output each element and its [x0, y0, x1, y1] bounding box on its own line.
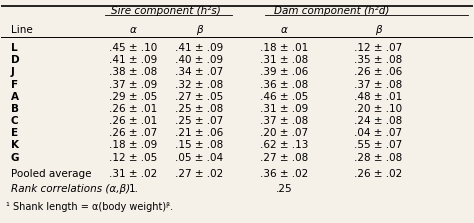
Text: .25 ± .07: .25 ± .07 — [175, 116, 223, 126]
Text: G: G — [11, 153, 19, 163]
Text: .25 ± .08: .25 ± .08 — [175, 104, 223, 114]
Text: .31 ± .08: .31 ± .08 — [260, 55, 308, 65]
Text: .48 ± .01: .48 ± .01 — [354, 92, 402, 102]
Text: .40 ± .09: .40 ± .09 — [175, 55, 223, 65]
Text: ¹ Shank length = α(body weight)ᵝ.: ¹ Shank length = α(body weight)ᵝ. — [6, 202, 173, 212]
Text: .20 ± .10: .20 ± .10 — [354, 104, 402, 114]
Text: .04 ± .07: .04 ± .07 — [354, 128, 402, 138]
Text: .41 ± .09: .41 ± .09 — [109, 55, 157, 65]
Text: J: J — [11, 68, 15, 77]
Text: C: C — [11, 116, 18, 126]
Text: .62 ± .13: .62 ± .13 — [260, 140, 308, 151]
Text: Sire component (h²s): Sire component (h²s) — [111, 6, 221, 16]
Text: E: E — [11, 128, 18, 138]
Text: D: D — [11, 55, 19, 65]
Text: .28 ± .08: .28 ± .08 — [354, 153, 402, 163]
Text: .27 ± .08: .27 ± .08 — [260, 153, 308, 163]
Text: .25: .25 — [276, 184, 292, 194]
Text: α: α — [281, 25, 288, 35]
Text: .37 ± .08: .37 ± .08 — [260, 116, 308, 126]
Text: A: A — [11, 92, 19, 102]
Text: .29 ± .05: .29 ± .05 — [109, 92, 157, 102]
Text: .37 ± .09: .37 ± .09 — [109, 80, 157, 90]
Text: .41 ± .09: .41 ± .09 — [175, 43, 223, 53]
Text: .18 ± .09: .18 ± .09 — [109, 140, 157, 151]
Text: .45 ± .10: .45 ± .10 — [109, 43, 157, 53]
Text: .34 ± .07: .34 ± .07 — [175, 68, 223, 77]
Text: .05 ± .04: .05 ± .04 — [175, 153, 223, 163]
Text: .39 ± .06: .39 ± .06 — [260, 68, 308, 77]
Text: .18 ± .01: .18 ± .01 — [260, 43, 308, 53]
Text: K: K — [11, 140, 19, 151]
Text: .26 ± .07: .26 ± .07 — [109, 128, 157, 138]
Text: .31 ± .09: .31 ± .09 — [260, 104, 308, 114]
Text: .27 ± .05: .27 ± .05 — [175, 92, 223, 102]
Text: .20 ± .07: .20 ± .07 — [260, 128, 308, 138]
Text: .55 ± .07: .55 ± .07 — [354, 140, 402, 151]
Text: .26 ± .01: .26 ± .01 — [109, 104, 157, 114]
Text: Line: Line — [11, 25, 33, 35]
Text: .24 ± .08: .24 ± .08 — [354, 116, 402, 126]
Text: .26 ± .02: .26 ± .02 — [354, 169, 402, 179]
Text: .38 ± .08: .38 ± .08 — [109, 68, 157, 77]
Text: α: α — [130, 25, 137, 35]
Text: .31 ± .02: .31 ± .02 — [109, 169, 157, 179]
Text: .36 ± .08: .36 ± .08 — [260, 80, 308, 90]
Text: Pooled average: Pooled average — [11, 169, 91, 179]
Text: .26 ± .01: .26 ± .01 — [109, 116, 157, 126]
Text: .12 ± .05: .12 ± .05 — [109, 153, 157, 163]
Text: β: β — [375, 25, 382, 35]
Text: L: L — [11, 43, 18, 53]
Text: .35 ± .08: .35 ± .08 — [354, 55, 402, 65]
Text: β: β — [196, 25, 202, 35]
Text: .26 ± .06: .26 ± .06 — [354, 68, 402, 77]
Text: .15 ± .08: .15 ± .08 — [175, 140, 223, 151]
Text: .32 ± .08: .32 ± .08 — [175, 80, 223, 90]
Text: 1.: 1. — [128, 184, 138, 194]
Text: .46 ± .05: .46 ± .05 — [260, 92, 308, 102]
Text: .36 ± .02: .36 ± .02 — [260, 169, 308, 179]
Text: Rank correlations (α,β): Rank correlations (α,β) — [11, 184, 130, 194]
Text: .12 ± .07: .12 ± .07 — [354, 43, 402, 53]
Text: .27 ± .02: .27 ± .02 — [175, 169, 223, 179]
Text: .37 ± .08: .37 ± .08 — [354, 80, 402, 90]
Text: Dam component (h²d): Dam component (h²d) — [273, 6, 389, 16]
Text: F: F — [11, 80, 18, 90]
Text: B: B — [11, 104, 19, 114]
Text: .21 ± .06: .21 ± .06 — [175, 128, 223, 138]
